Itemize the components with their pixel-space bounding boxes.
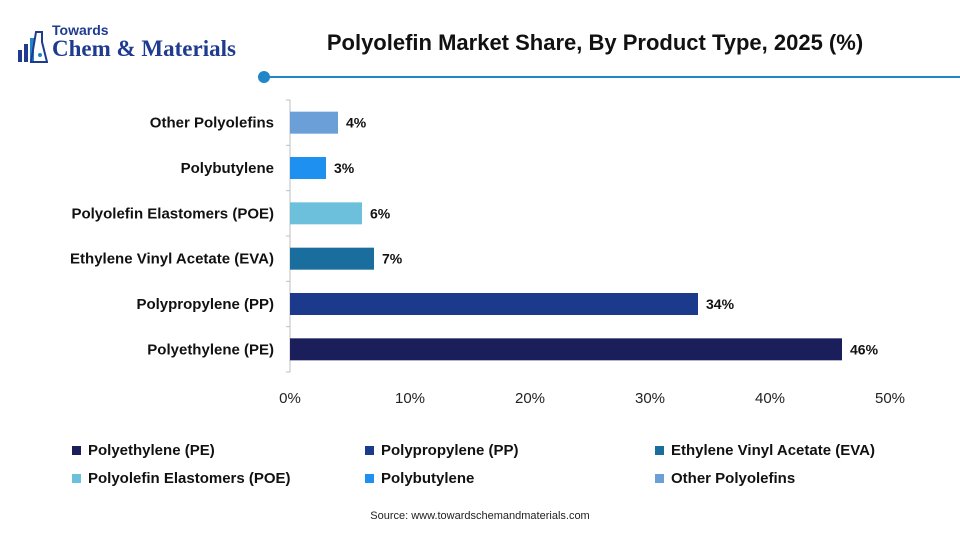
logo-line2: Chem & Materials [52, 36, 236, 61]
legend-item: Other Polyolefins [655, 470, 795, 487]
legend-swatch [72, 474, 81, 483]
x-tick-label: 50% [875, 390, 905, 407]
legend-item: Ethylene Vinyl Acetate (EVA) [655, 442, 875, 459]
flask-logo-icon [18, 31, 48, 63]
legend-label: Polyolefin Elastomers (POE) [88, 470, 291, 487]
title-divider-dot [258, 71, 270, 83]
legend-label: Ethylene Vinyl Acetate (EVA) [671, 442, 875, 459]
legend-swatch [655, 446, 664, 455]
bar [290, 111, 338, 134]
chart-title: Polyolefin Market Share, By Product Type… [326, 30, 864, 55]
category-label: Ethylene Vinyl Acetate (EVA) [70, 251, 274, 268]
category-label: Polybutylene [181, 160, 274, 177]
logo-line1: Towards [52, 22, 109, 38]
legend-swatch [72, 446, 81, 455]
legend-label: Other Polyolefins [671, 470, 796, 487]
data-label: 7% [382, 251, 403, 267]
data-label: 6% [370, 205, 391, 221]
category-label: Polyolefin Elastomers (POE) [71, 205, 274, 222]
x-tick-label: 30% [635, 390, 665, 407]
legend-item: Polybutylene [365, 470, 474, 487]
bar [290, 338, 842, 361]
bar [290, 157, 326, 179]
category-label: Polyethylene (PE) [147, 341, 274, 358]
data-label: 34% [706, 296, 735, 312]
bar [290, 293, 698, 315]
x-tick-label: 0% [279, 390, 301, 407]
source-note: Source: www.towardschemandmaterials.com [370, 510, 590, 522]
x-tick-label: 10% [395, 390, 425, 407]
legend-label: Polybutylene [381, 470, 475, 487]
legend-item: Polypropylene (PP) [365, 442, 519, 459]
legend-item: Polyolefin Elastomers (POE) [72, 470, 291, 487]
logo: Towards Chem & Materials [14, 22, 254, 68]
legend-swatch [365, 446, 374, 455]
legend-item: Polyethylene (PE) [72, 442, 215, 459]
bar-chart: Polyethylene (PE) 46% Polypropylene (PP) 34… [70, 99, 905, 407]
title-divider [262, 76, 960, 78]
legend-label: Polypropylene (PP) [381, 442, 519, 459]
bar [290, 247, 374, 270]
data-label: 4% [346, 115, 367, 131]
category-label: Other Polyolefins [150, 115, 274, 132]
category-label: Polypropylene (PP) [136, 296, 274, 313]
bar [290, 202, 362, 225]
legend-label: Polyethylene (PE) [88, 442, 215, 459]
data-label: 46% [850, 341, 879, 357]
x-tick-label: 20% [515, 390, 545, 407]
legend-swatch [365, 474, 374, 483]
legend-swatch [655, 474, 664, 483]
x-tick-label: 40% [755, 390, 785, 407]
data-label: 3% [334, 160, 355, 176]
